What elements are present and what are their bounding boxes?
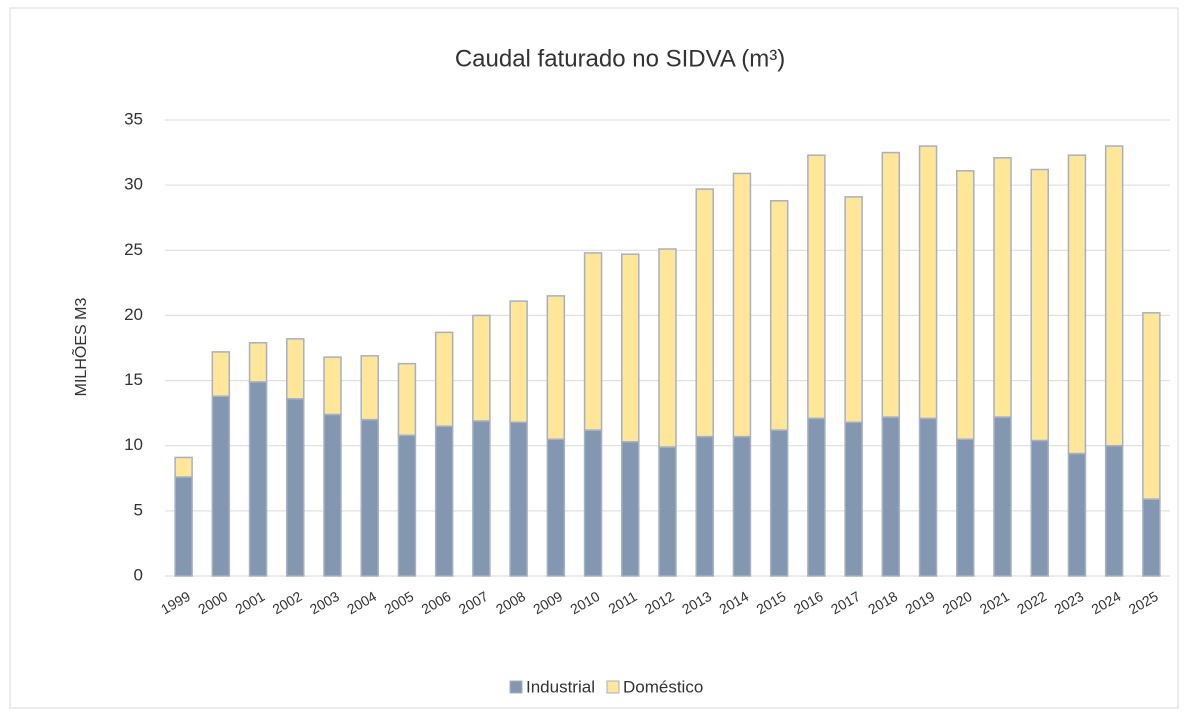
- bar-segment: [807, 417, 826, 577]
- bar-segment: [472, 420, 491, 577]
- bar-segment: [323, 356, 342, 416]
- bar-segment: [881, 416, 901, 577]
- legend-label: Industrial: [526, 677, 595, 696]
- y-tick-label: 30: [124, 175, 143, 194]
- bar-segment: [211, 395, 231, 577]
- y-tick-label: 10: [124, 435, 143, 454]
- bar-segment: [732, 435, 752, 577]
- bar-segment: [1067, 154, 1087, 455]
- bar-segment: [1030, 439, 1049, 577]
- bar-segment: [583, 252, 603, 431]
- bar-segment: [174, 456, 193, 478]
- legend-swatch: [606, 680, 620, 694]
- bar-segment: [621, 441, 640, 577]
- bar-segment: [1104, 145, 1124, 447]
- bar-segment: [695, 435, 714, 577]
- bar-segment: [956, 170, 975, 440]
- bar-segment: [509, 300, 528, 424]
- bar-segment: [993, 157, 1012, 418]
- bar-segment: [211, 351, 231, 397]
- y-tick-label: 35: [124, 109, 143, 128]
- bar-segment: [546, 295, 566, 440]
- legend-swatch: [509, 680, 523, 694]
- bar-segment: [658, 446, 677, 577]
- bar-segment: [509, 421, 528, 577]
- bar-segment: [658, 248, 677, 448]
- legend-label: Doméstico: [623, 677, 703, 696]
- bar-segment: [546, 438, 566, 577]
- bar-segment: [286, 398, 305, 577]
- bar-segment: [881, 151, 901, 418]
- y-tick-label: 15: [124, 370, 143, 389]
- bar-segment: [174, 476, 193, 577]
- bar-segment: [1142, 312, 1161, 500]
- bar-segment: [434, 425, 454, 577]
- y-tick-label: 20: [124, 305, 143, 324]
- bar-segment: [918, 145, 938, 420]
- bar-segment: [1142, 498, 1161, 577]
- bar-segment: [732, 172, 752, 438]
- bar-segment: [769, 429, 789, 577]
- bar-segment: [1067, 452, 1087, 577]
- bar-segment: [397, 434, 417, 577]
- bar-segment: [583, 429, 603, 577]
- bar-segment: [434, 331, 454, 427]
- bar-segment: [807, 154, 826, 420]
- bar-segment: [695, 188, 714, 438]
- bar-segment: [1030, 168, 1049, 442]
- bar-segment: [360, 418, 379, 577]
- y-tick-label: 0: [134, 565, 143, 584]
- y-tick-label: 5: [134, 500, 143, 519]
- bar-segment: [844, 196, 863, 424]
- bar-segment: [248, 342, 268, 383]
- bar-segment: [621, 253, 640, 443]
- bar-segment: [360, 355, 379, 421]
- bar-segment: [286, 338, 305, 400]
- bar-segment: [397, 362, 417, 437]
- y-tick-label: 25: [124, 240, 143, 259]
- bar-segment: [844, 421, 863, 577]
- chart-title: Caudal faturado no SIDVA (m³): [455, 45, 785, 72]
- bar-segment: [918, 417, 938, 577]
- bar-segment: [769, 200, 789, 431]
- y-axis-label: MILHÕES M3: [70, 298, 90, 397]
- bar-segment: [1104, 444, 1124, 577]
- bar-segment: [993, 416, 1012, 577]
- bar-segment: [956, 438, 975, 577]
- bar-segment: [323, 413, 342, 577]
- bar-segment: [248, 381, 268, 577]
- bar-segment: [472, 314, 491, 422]
